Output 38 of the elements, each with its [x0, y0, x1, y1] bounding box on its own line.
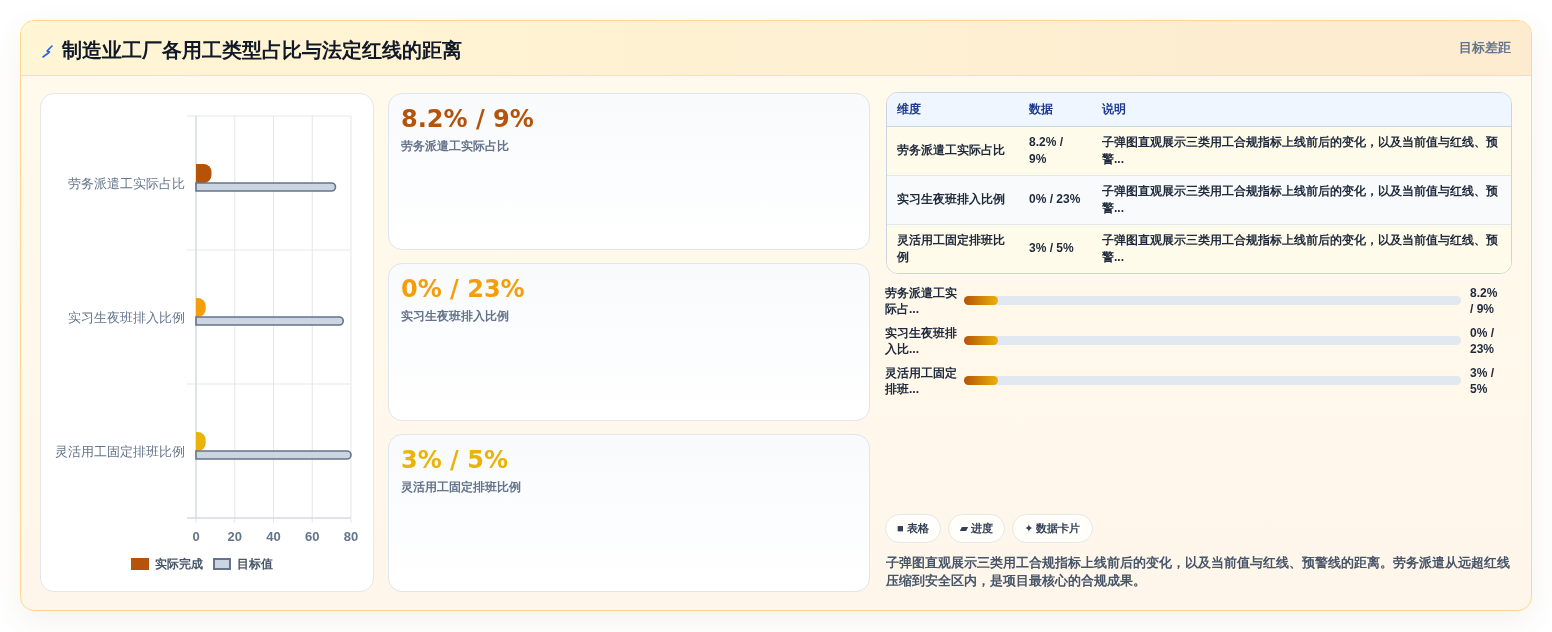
x-tick-label: 40: [266, 528, 281, 544]
stat-card: 3% / 5% 灵活用工固定排班比例: [388, 434, 870, 592]
table-cell: 实习生夜班排入比例: [887, 175, 1019, 224]
text: 子弹图直观展示三类用工合规指标上线前后的变化，以及当前值与红线、预警线的距离。劳务派遣从远超红线压缩到安全区内，是项目最核心的合规成果。: [886, 554, 1511, 590]
category-label: 劳务派遣工实际占...: [885, 285, 957, 316]
bar: [195, 450, 352, 460]
chart-panel: 0 20 40 60 80 劳务派遣工实际占比 实习生夜班排入比例 灵活用工固定排班比例 实际完成 目标值: [40, 93, 374, 592]
table-cell: 8.2% / 9%: [1019, 126, 1092, 175]
y-tick-label: 灵活用工固定排班比例: [55, 443, 185, 459]
stat-card: 8.2% / 9% 劳务派遣工实际占比: [388, 93, 870, 250]
text: 3% / 5%: [1470, 365, 1495, 396]
table-cell: 0% / 23%: [1019, 175, 1092, 224]
table-header-cell: 数据: [1019, 93, 1092, 126]
x-tick-label: 20: [227, 528, 242, 544]
category-label: 灵活用工固定排班...: [885, 365, 957, 396]
table-header-cell: 维度: [887, 93, 1019, 126]
x-tick-label: 80: [343, 528, 359, 544]
bar: [195, 316, 345, 326]
category-label: 实习生夜班排入比...: [885, 325, 957, 356]
y-tick-label: 劳务派遣工实际占比: [68, 175, 185, 191]
table-cell: 子弹图直观展示三类用工合规指标上线前后的变化，以及当前值与红线、预警...: [1092, 175, 1511, 224]
legend-label: 目标值: [237, 556, 273, 572]
text: 8.2% / 9%: [1470, 285, 1498, 316]
x-tick-label: 0: [192, 528, 200, 544]
table-cell: 劳务派遣工实际占比: [887, 126, 1019, 175]
chip: ✦ 数据卡片: [1012, 514, 1093, 543]
x-tick-label: 60: [305, 528, 320, 544]
table-cell: 3% / 5%: [1019, 224, 1092, 273]
table-cell: 子弹图直观展示三类用工合规指标上线前后的变化，以及当前值与红线、预警...: [1092, 126, 1511, 175]
table-cell: 灵活用工固定排班比例: [887, 224, 1019, 273]
table-header-cell: 说明: [1092, 93, 1511, 126]
text: 0% / 23%: [1470, 325, 1495, 356]
legend-label: 实际完成: [155, 556, 203, 572]
bar: [195, 182, 337, 192]
table-cell: 子弹图直观展示三类用工合规指标上线前后的变化，以及当前值与红线、预警...: [1092, 224, 1511, 273]
y-tick-label: 实习生夜班排入比例: [68, 309, 185, 325]
header-bar: 制造业工厂各用工类型占比与法定红线的距离 目标差距: [21, 21, 1531, 76]
stat-card: 0% / 23% 实习生夜班排入比例: [388, 263, 870, 421]
